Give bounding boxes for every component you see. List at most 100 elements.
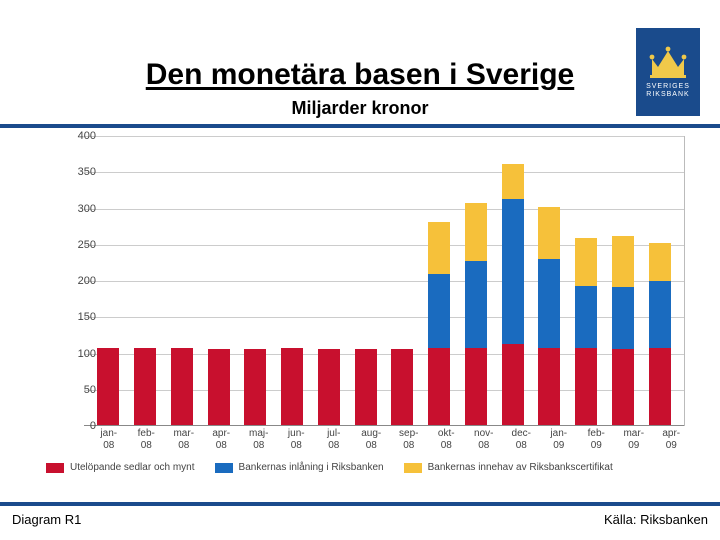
legend-swatch <box>215 463 233 473</box>
bar-segment-s1 <box>649 348 671 426</box>
bar-segment-s1 <box>97 348 119 426</box>
bar-segment-s2 <box>612 287 634 349</box>
bar-slot <box>421 136 458 426</box>
bar-slot <box>641 136 678 426</box>
y-tick-label: 300 <box>60 203 96 215</box>
x-tick-label: apr-08 <box>203 428 241 451</box>
bar-segment-s1 <box>171 348 193 426</box>
bar <box>281 348 303 426</box>
bar-slot <box>384 136 421 426</box>
bar-slot <box>458 136 495 426</box>
legend-item: Bankernas innehav av Riksbankscertifikat <box>404 462 613 473</box>
y-tick-label: 150 <box>60 311 96 323</box>
bar <box>391 349 413 426</box>
x-tick-label: aug-08 <box>353 428 391 451</box>
legend-swatch <box>404 463 422 473</box>
bar-segment-s3 <box>538 207 560 259</box>
bar-segment-s2 <box>428 274 450 348</box>
bar-segment-s2 <box>465 261 487 348</box>
bar-segment-s3 <box>612 236 634 287</box>
x-tick-label: feb-09 <box>578 428 616 451</box>
bar-segment-s1 <box>244 349 266 426</box>
bar-segment-s1 <box>575 348 597 426</box>
x-tick-label: mar-08 <box>165 428 203 451</box>
y-tick-label: 100 <box>60 348 96 360</box>
bar-segment-s1 <box>318 349 340 426</box>
bar-segment-s1 <box>612 349 634 426</box>
divider-top <box>0 124 720 128</box>
legend-item: Utelöpande sedlar och mynt <box>46 462 195 473</box>
logo-line2: RIKSBANK <box>646 91 689 98</box>
x-tick-label: nov-08 <box>465 428 503 451</box>
bar <box>134 348 156 426</box>
bar-segment-s3 <box>575 238 597 287</box>
x-labels: jan-08feb-08mar-08apr-08maj-08jun-08jul-… <box>84 428 696 451</box>
bar-segment-s1 <box>134 348 156 426</box>
bar-slot <box>531 136 568 426</box>
x-tick-label: okt-08 <box>428 428 466 451</box>
bar <box>318 349 340 426</box>
bar-segment-s1 <box>502 344 524 426</box>
y-tick-label: 400 <box>60 130 96 142</box>
bar-slot <box>274 136 311 426</box>
bar-segment-s3 <box>649 243 671 281</box>
bar <box>465 203 487 426</box>
bar-slot <box>347 136 384 426</box>
bar <box>171 348 193 426</box>
bar-segment-s3 <box>465 203 487 261</box>
x-tick-label: maj-08 <box>240 428 278 451</box>
bar-slot <box>237 136 274 426</box>
x-tick-label: jan-08 <box>90 428 128 451</box>
x-axis-line <box>84 425 684 426</box>
legend-label: Bankernas innehav av Riksbankscertifikat <box>428 462 613 473</box>
y-tick-label: 200 <box>60 275 96 287</box>
slide: SVERIGES RIKSBANK Den monetära basen i S… <box>0 0 720 540</box>
bar-segment-s2 <box>538 259 560 347</box>
bar-segment-s1 <box>355 349 377 426</box>
bar-segment-s1 <box>208 349 230 426</box>
bar <box>208 349 230 426</box>
footer-left: Diagram R1 <box>12 512 81 527</box>
x-tick-label: feb-08 <box>128 428 166 451</box>
bars-container <box>84 136 684 426</box>
bar-slot <box>311 136 348 426</box>
bar <box>575 238 597 426</box>
bar-segment-s2 <box>575 286 597 348</box>
bar-segment-s1 <box>391 349 413 426</box>
bar <box>428 222 450 426</box>
bar-slot <box>127 136 164 426</box>
x-tick-label: apr-09 <box>653 428 691 451</box>
y-tick-label: 50 <box>60 384 96 396</box>
legend-label: Utelöpande sedlar och mynt <box>70 462 195 473</box>
legend: Utelöpande sedlar och mynt Bankernas inlå… <box>44 462 720 473</box>
footer-right: Källa: Riksbanken <box>604 512 708 527</box>
bar-segment-s1 <box>465 348 487 426</box>
legend-item: Bankernas inlåning i Riksbanken <box>215 462 384 473</box>
bar-segment-s1 <box>281 348 303 426</box>
legend-swatch <box>46 463 64 473</box>
bar-segment-s2 <box>649 281 671 348</box>
page-subtitle: Miljarder kronor <box>0 98 720 119</box>
bar <box>97 348 119 426</box>
bar-slot <box>568 136 605 426</box>
x-tick-label: mar-09 <box>615 428 653 451</box>
bar <box>538 207 560 426</box>
bar-slot <box>164 136 201 426</box>
divider-bottom <box>0 502 720 506</box>
bar-segment-s1 <box>538 348 560 426</box>
x-tick-label: dec-08 <box>503 428 541 451</box>
bar-slot <box>200 136 237 426</box>
legend-label: Bankernas inlåning i Riksbanken <box>239 462 384 473</box>
x-tick-label: jul-08 <box>315 428 353 451</box>
bar-segment-s2 <box>502 199 524 344</box>
y-tick-label: 250 <box>60 239 96 251</box>
page-title: Den monetära basen i Sverige <box>0 58 720 92</box>
bar <box>649 243 671 426</box>
bar-segment-s1 <box>428 348 450 426</box>
bar <box>355 349 377 426</box>
chart: 050100150200250300350400 jan-08feb-08mar… <box>44 132 700 472</box>
x-tick-label: sep-08 <box>390 428 428 451</box>
x-tick-label: jun-08 <box>278 428 316 451</box>
bar <box>502 164 524 426</box>
bar <box>244 349 266 426</box>
